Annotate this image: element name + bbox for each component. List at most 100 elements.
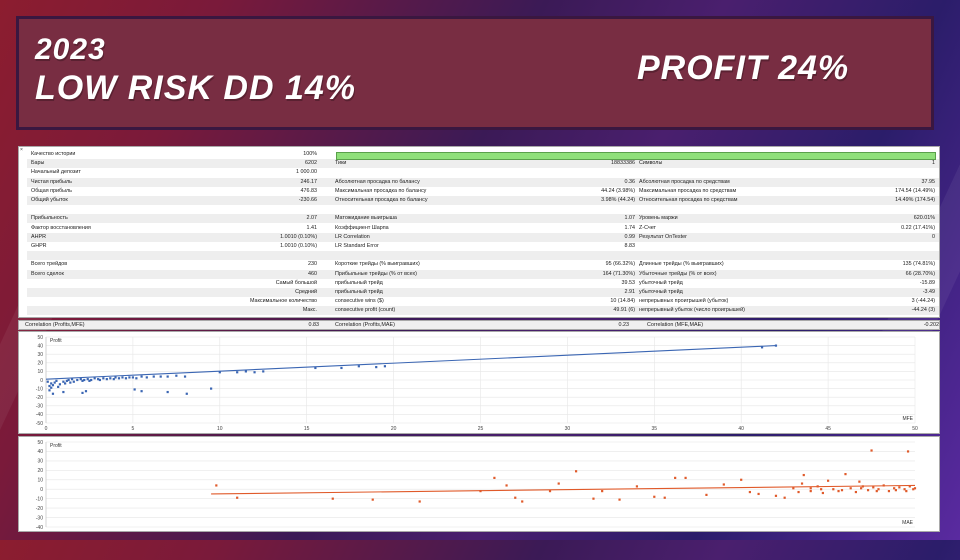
data-point	[109, 377, 112, 380]
data-point	[70, 378, 74, 381]
data-point	[820, 488, 823, 491]
data-point	[50, 386, 53, 389]
report-cell: 164 (71.30%)	[602, 270, 635, 277]
report-cell: 66 (28.70%)	[905, 270, 935, 277]
profit-mae-chart: 50 40 30 20 10 0 -10 -20 -30 -40 Profit MAE	[18, 436, 940, 532]
report-cell	[639, 242, 819, 251]
report-cell	[507, 205, 635, 214]
report-row: Общая прибыль 476.83 Максимальная просадка…	[27, 187, 939, 196]
x-tick-label: 40	[738, 426, 744, 432]
report-row: GHPR 1.0010 (0.10%) LR Standard Error 8.83	[27, 242, 939, 251]
report-cell: 1 000.00	[296, 169, 317, 176]
report-cell: 460	[308, 270, 317, 277]
report-cell: Бары	[31, 160, 45, 167]
report-cell: 3.98% (44.24)	[601, 197, 635, 203]
data-point	[218, 371, 221, 374]
data-point	[740, 478, 743, 481]
data-point	[236, 371, 239, 374]
data-point	[858, 480, 861, 483]
report-cell: Абсолютная просадка по средствам	[639, 178, 730, 185]
data-point	[601, 490, 604, 493]
corr-mfe-mae-label: Correlation (MFE,MAE)	[647, 322, 704, 328]
data-point	[314, 366, 317, 370]
report-cell: LR Standard Error	[335, 243, 379, 249]
report-cell: убыточный трейд	[639, 289, 683, 295]
report-cell: Относительная просадка по средствам	[639, 197, 738, 203]
report-cell: Убыточные трейды (% от всех)	[639, 270, 717, 277]
x-tick-label: 35	[652, 426, 658, 432]
report-cell: 174.54 (14.49%)	[895, 187, 935, 194]
report-cell: 0	[932, 233, 935, 240]
data-point	[684, 476, 687, 479]
data-point	[905, 490, 908, 493]
x-tick-label: 5	[132, 426, 135, 432]
data-point	[210, 387, 213, 390]
report-cell: 1.74	[624, 224, 636, 231]
data-point	[83, 378, 86, 382]
report-cell: GHPR	[31, 243, 47, 249]
data-point	[88, 379, 91, 382]
report-cell	[335, 168, 515, 177]
data-point	[152, 375, 155, 378]
y-tick-label: -40	[36, 525, 43, 531]
report-cell: 49.91 (6)	[613, 307, 635, 314]
report-cell: 476.83	[300, 187, 318, 194]
data-point	[97, 378, 100, 381]
data-point	[774, 344, 778, 347]
report-cell: Чистая прибыль	[31, 178, 72, 185]
data-point	[894, 489, 897, 492]
x-tick-label: 15	[304, 426, 310, 432]
data-point	[55, 379, 58, 382]
report-cell: Всего сделок	[31, 270, 64, 277]
data-point	[837, 490, 840, 493]
report-cell: Качество истории	[31, 151, 76, 157]
report-row	[27, 205, 939, 214]
report-cell: -44.24 (3)	[911, 307, 935, 314]
x-axis-label: MFE	[902, 416, 913, 422]
report-cell: 0.36	[624, 178, 636, 185]
data-point	[121, 376, 124, 379]
corr-profits-mae-value: 0.23	[618, 322, 630, 328]
report-cell: 39.53	[621, 279, 636, 286]
report-cell: Прибыльные трейды (% от всех)	[335, 270, 417, 277]
report-row: Фактор восстановления 1.41 Коэффициент Шар…	[27, 224, 939, 233]
data-point	[802, 473, 805, 477]
report-row: Чистая прибыль 246.17 Абсолютная просадка …	[27, 177, 939, 187]
report-cell: -15.89	[919, 279, 935, 286]
data-point	[913, 487, 917, 490]
data-point	[493, 476, 496, 479]
data-point	[98, 378, 101, 382]
report-cell: LR Correlation	[335, 233, 370, 240]
report-row: AHPR 1.0010 (0.10%) LR Correlation 0.99 Резу…	[27, 232, 939, 242]
data-point	[849, 487, 852, 490]
data-point	[774, 494, 778, 497]
report-cell	[639, 168, 819, 177]
report-cell: Абсолютная просадка по балансу	[335, 178, 420, 185]
data-point	[236, 496, 239, 499]
y-tick-label: -10	[36, 496, 43, 502]
report-cell: 1.0010 (0.10%)	[280, 243, 317, 249]
data-point	[140, 375, 143, 378]
data-point	[821, 491, 824, 495]
data-point	[81, 379, 84, 382]
report-cell: -3.49	[922, 289, 935, 295]
x-axis-label: MAE	[902, 520, 914, 526]
data-point	[861, 485, 864, 488]
data-point	[67, 378, 70, 382]
data-point	[870, 449, 873, 452]
report-cell: Матожидание выигрыша	[335, 215, 397, 222]
report-cell: 2.91	[624, 289, 636, 295]
data-point	[792, 487, 795, 490]
y-tick-label: 50	[37, 335, 43, 341]
data-point	[128, 376, 131, 379]
report-cell: Коэффициент Шарпа	[335, 224, 389, 231]
banner-risk: LOW RISK DD 14%	[35, 69, 357, 107]
report-cell	[507, 168, 635, 177]
x-tick-label: 25	[478, 426, 484, 432]
report-cell: 0.99	[624, 233, 636, 240]
data-point	[887, 490, 891, 493]
close-icon[interactable]: ×	[20, 147, 23, 153]
y-tick-label: 30	[37, 352, 43, 358]
data-point	[124, 377, 128, 380]
